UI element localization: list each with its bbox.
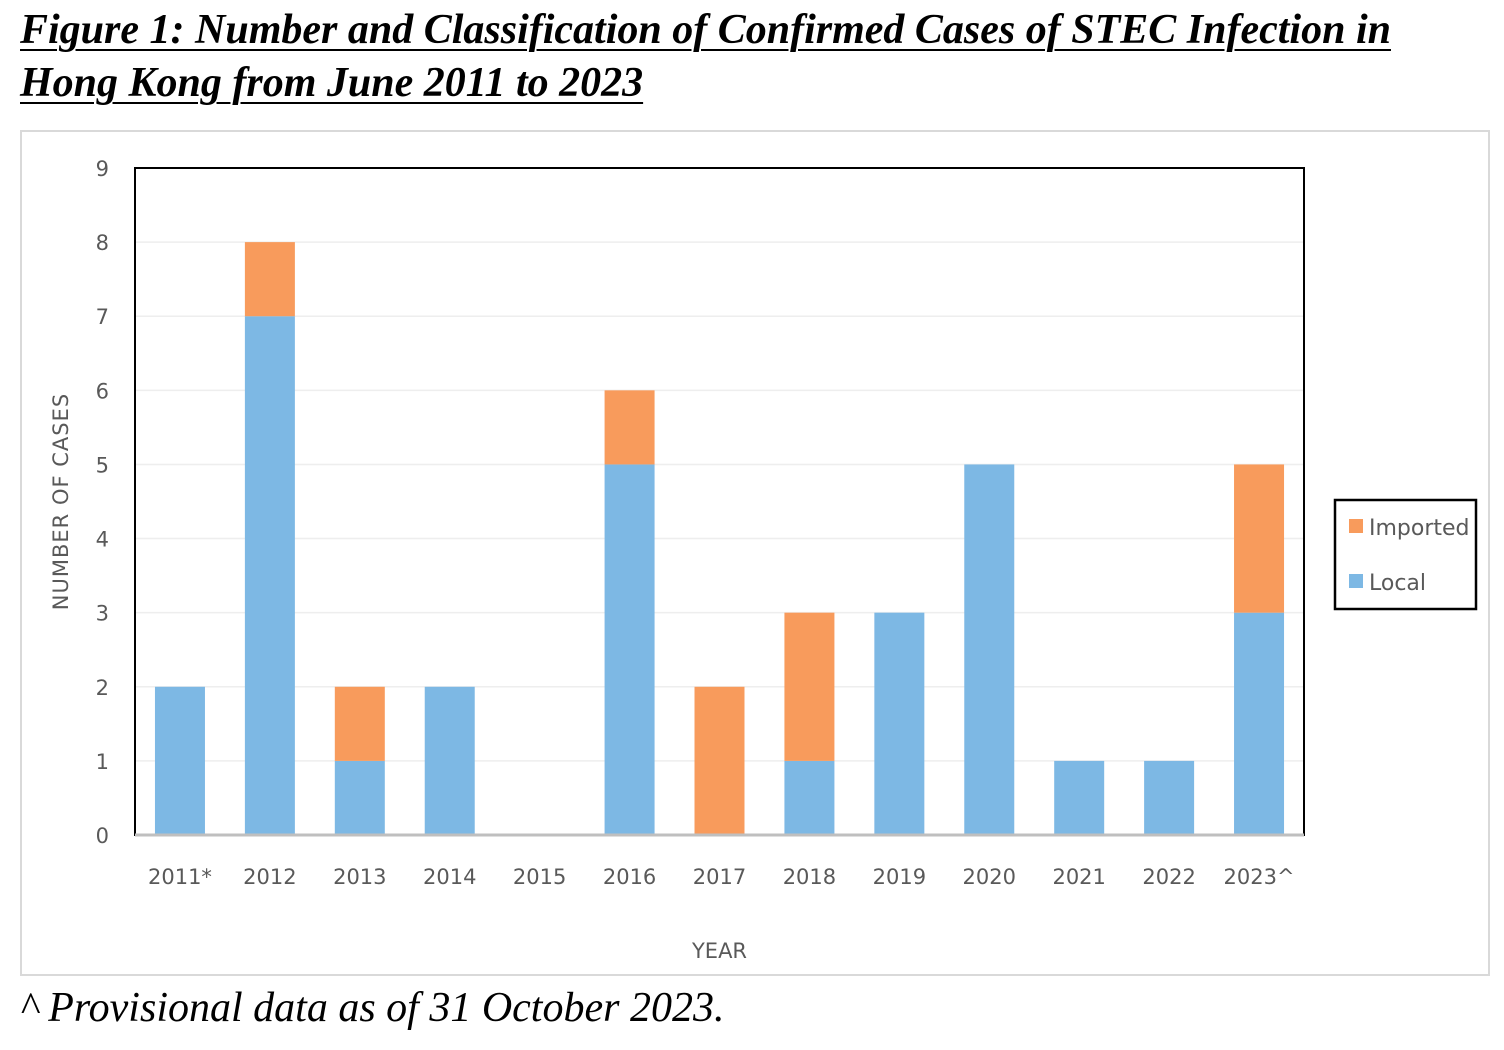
bar-imported-2017 [694, 686, 745, 835]
y-axis-ticks: 0 1 2 3 4 5 6 7 8 9 [96, 157, 109, 848]
x-tick-label-2019: 2019 [873, 865, 926, 889]
bar-local-2022 [1144, 760, 1195, 835]
chart-container: 0 1 2 3 4 5 6 7 8 9 2011* 2012 2013 2014 2015 2016 2017… [20, 130, 1490, 976]
bar-local-2013 [334, 760, 385, 835]
legend-swatch-imported [1349, 519, 1363, 533]
y-tick-label-6: 6 [96, 379, 109, 403]
y-tick-label-5: 5 [96, 453, 109, 477]
legend-label-imported: Imported [1369, 516, 1470, 541]
legend: Imported Local [1333, 498, 1478, 611]
bar-local-2016 [604, 464, 655, 835]
y-tick-label-1: 1 [96, 750, 109, 774]
x-tick-label-2020: 2020 [963, 865, 1016, 889]
y-axis-title: NUMBER OF CASES [49, 393, 73, 610]
x-tick-label-2014: 2014 [423, 865, 476, 889]
legend-swatch-local [1349, 574, 1363, 588]
bar-local-2019 [874, 612, 925, 835]
x-tick-label-2015: 2015 [513, 865, 566, 889]
legend-label-local: Local [1369, 571, 1426, 596]
gridlines [135, 241, 1304, 762]
bar-local-2014 [424, 686, 475, 835]
x-tick-label-2011: 2011* [148, 865, 212, 889]
figure-title: Figure 1: Number and Classification of C… [20, 7, 1391, 106]
y-tick-label-2: 2 [96, 676, 109, 700]
y-tick-label-7: 7 [96, 305, 109, 329]
bar-local-2021 [1054, 760, 1105, 835]
x-tick-label-2013: 2013 [333, 865, 386, 889]
bar-local-2023 [1234, 612, 1285, 835]
y-tick-label-9: 9 [96, 157, 109, 181]
x-axis-ticks: 2011* 2012 2013 2014 2015 2016 2017 2018 2019 202… [148, 865, 1295, 889]
bar-imported-2018 [784, 612, 835, 761]
bar-imported-2016 [604, 390, 655, 465]
stacked-bar-chart: 0 1 2 3 4 5 6 7 8 9 2011* 2012 2013 2014 2015 2016 2017… [49, 157, 1478, 963]
bar-imported-2012 [244, 242, 295, 317]
x-tick-label-2021: 2021 [1052, 865, 1105, 889]
x-tick-label-2022: 2022 [1142, 865, 1195, 889]
x-tick-label-2016: 2016 [603, 865, 656, 889]
bar-imported-2013 [334, 686, 385, 761]
bar-local-2012 [244, 316, 295, 835]
bar-local-2011 [154, 686, 205, 835]
figure-footnote: ^ Provisional data as of 31 October 2023… [20, 985, 725, 1031]
y-tick-label-3: 3 [96, 602, 109, 626]
x-tick-label-2018: 2018 [783, 865, 836, 889]
bar-local-2020 [964, 464, 1015, 835]
bars [154, 242, 1285, 835]
bar-imported-2023 [1234, 464, 1285, 613]
y-tick-label-4: 4 [96, 528, 109, 552]
bar-local-2018 [784, 760, 835, 835]
y-tick-label-0: 0 [96, 824, 109, 848]
x-tick-label-2017: 2017 [693, 865, 746, 889]
x-tick-label-2023: 2023^ [1224, 865, 1295, 889]
x-axis-title: YEAR [691, 939, 747, 963]
legend-box [1333, 498, 1478, 611]
x-tick-label-2012: 2012 [243, 865, 296, 889]
y-tick-label-8: 8 [96, 231, 109, 255]
